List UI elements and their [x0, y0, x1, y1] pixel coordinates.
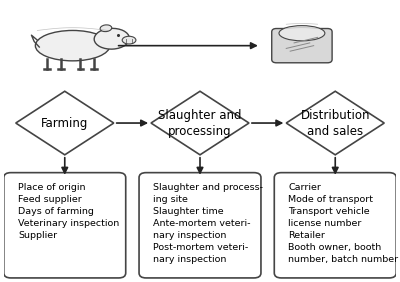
Ellipse shape: [100, 25, 112, 32]
Text: Slaughter and process-
ing site
Slaughter time
Ante-mortem veteri-
nary inspecti: Slaughter and process- ing site Slaughte…: [153, 182, 263, 265]
FancyBboxPatch shape: [4, 173, 126, 278]
Polygon shape: [16, 91, 114, 155]
Text: Place of origin
Feed supplier
Days of farming
Veterinary inspection
Supplier: Place of origin Feed supplier Days of fa…: [18, 182, 119, 240]
Polygon shape: [151, 91, 249, 155]
Ellipse shape: [94, 28, 130, 49]
Ellipse shape: [122, 36, 136, 44]
Text: Carrier
Mode of transport
Transport vehicle
license number
Retailer
Booth owner,: Carrier Mode of transport Transport vehi…: [288, 182, 398, 265]
FancyBboxPatch shape: [274, 173, 396, 278]
Text: Distribution
and sales: Distribution and sales: [300, 109, 370, 138]
Polygon shape: [286, 91, 384, 155]
Text: Slaughter and
processing: Slaughter and processing: [158, 109, 242, 138]
Ellipse shape: [35, 30, 110, 61]
Text: Farming: Farming: [41, 116, 88, 129]
Ellipse shape: [279, 26, 325, 41]
FancyBboxPatch shape: [272, 28, 332, 63]
FancyBboxPatch shape: [139, 173, 261, 278]
